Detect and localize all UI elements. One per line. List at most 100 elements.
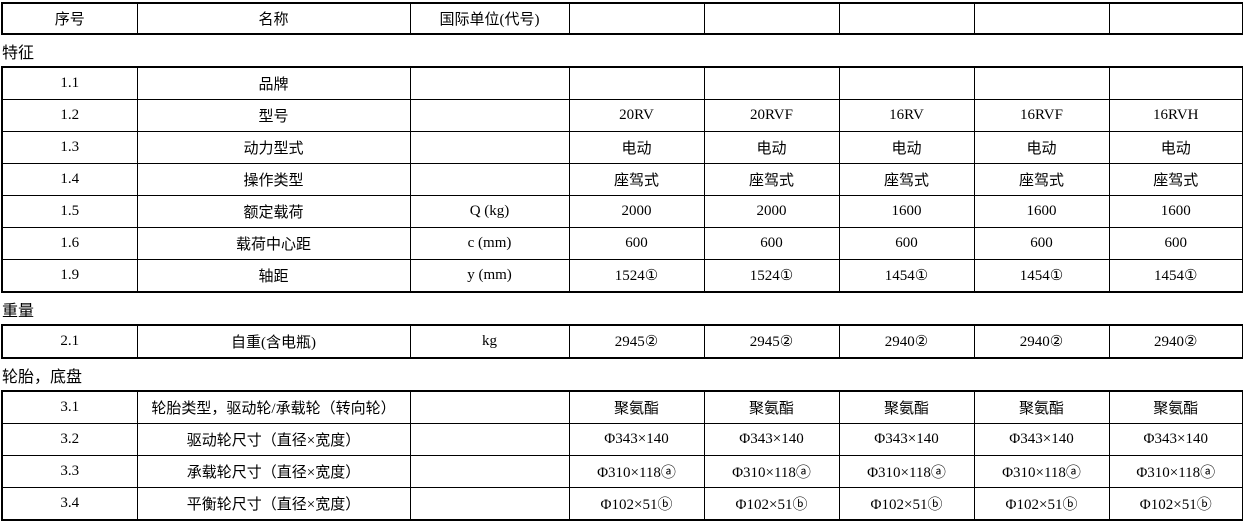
table-row: 2.1 自重(含电瓶) kg 2945② 2945② 2940② 2940② 2940②: [1, 324, 1243, 359]
row-name-cell: 轴距: [136, 259, 411, 293]
row-name-cell: 品牌: [136, 66, 411, 100]
row-unit-cell: [409, 423, 570, 456]
row-no-cell: 2.1: [1, 324, 138, 359]
header-cell-model: [838, 2, 975, 35]
section-label: 重量: [2, 302, 35, 320]
table-row: 1.5 额定载荷 Q (kg) 2000 2000 1600 1600 1600: [1, 195, 1243, 228]
row-no-cell: 1.6: [1, 227, 138, 260]
row-value-cell: [568, 66, 705, 100]
row-value-cell: 2945②: [568, 324, 705, 359]
row-value-cell: 1600: [1108, 195, 1243, 228]
row-unit-cell: [409, 455, 570, 488]
row-unit-cell: [409, 131, 570, 164]
table-row: 1.2 型号 20RV 20RVF 16RV 16RVF 16RVH: [1, 99, 1243, 132]
row-value-cell: 20RV: [568, 99, 705, 132]
row-value-cell: 座驾式: [1108, 163, 1243, 196]
row-value-cell: Φ343×140: [973, 423, 1110, 456]
row-value-cell: Φ343×140: [703, 423, 840, 456]
row-value-cell: 600: [973, 227, 1110, 260]
row-value-cell: Φ310×118ⓐ: [973, 455, 1110, 488]
row-value-cell: Φ310×118ⓐ: [838, 455, 975, 488]
row-unit-cell: [409, 487, 570, 521]
row-value-cell: 600: [703, 227, 840, 260]
row-value-cell: 1454①: [1108, 259, 1243, 293]
row-no-cell: 3.1: [1, 390, 138, 424]
row-unit-cell: [409, 163, 570, 196]
row-value-cell: 20RVF: [703, 99, 840, 132]
row-no-cell: 3.3: [1, 455, 138, 488]
header-cell-name: 名称: [136, 2, 411, 35]
row-value-cell: [838, 66, 975, 100]
row-value-cell: 电动: [973, 131, 1110, 164]
row-value-cell: 电动: [703, 131, 840, 164]
table-row: 3.3 承载轮尺寸（直径×宽度） Φ310×118ⓐ Φ310×118ⓐ Φ310×11…: [1, 455, 1243, 488]
row-value-cell: Φ310×118ⓐ: [703, 455, 840, 488]
table-row: 1.9 轴距 y (mm) 1524① 1524① 1454① 1454① 1454①: [1, 259, 1243, 293]
row-value-cell: 1600: [973, 195, 1110, 228]
row-value-cell: Φ102×51ⓑ: [703, 487, 840, 521]
row-no-cell: 1.4: [1, 163, 138, 196]
row-value-cell: Φ102×51ⓑ: [1108, 487, 1243, 521]
row-value-cell: Φ310×118ⓐ: [568, 455, 705, 488]
section-label: 特征: [2, 44, 35, 62]
table-row: 3.4 平衡轮尺寸（直径×宽度） Φ102×51ⓑ Φ102×51ⓑ Φ102×51ⓑ Φ…: [1, 487, 1243, 521]
row-value-cell: [703, 66, 840, 100]
row-value-cell: 2000: [568, 195, 705, 228]
row-value-cell: 1454①: [973, 259, 1110, 293]
row-value-cell: 600: [568, 227, 705, 260]
row-unit-cell: c (mm): [409, 227, 570, 260]
row-value-cell: 聚氨酯: [973, 390, 1110, 424]
section-table: 1.1 品牌 1.2 型号 20RV 20RVF 16RV 16RVF 16RVH 1.3 动力型式…: [1, 66, 1243, 293]
header-cell-no: 序号: [1, 2, 138, 35]
table-row: 1.6 载荷中心距 c (mm) 600 600 600 600 600: [1, 227, 1243, 260]
row-value-cell: Φ343×140: [1108, 423, 1243, 456]
header-table: 序号 名称 国际单位(代号): [1, 2, 1243, 35]
row-name-cell: 自重(含电瓶): [136, 324, 411, 359]
row-value-cell: 2945②: [703, 324, 840, 359]
sections-container: 特征 1.1 品牌 1.2 型号 20RV 20RVF 16RV 16RVF 16RVH 1.3 动力…: [0, 35, 1243, 521]
row-name-cell: 平衡轮尺寸（直径×宽度）: [136, 487, 411, 521]
table-header-row: 序号 名称 国际单位(代号): [1, 2, 1243, 35]
row-value-cell: 聚氨酯: [568, 390, 705, 424]
row-name-cell: 载荷中心距: [136, 227, 411, 260]
row-name-cell: 动力型式: [136, 131, 411, 164]
row-value-cell: Φ102×51ⓑ: [838, 487, 975, 521]
row-name-cell: 驱动轮尺寸（直径×宽度）: [136, 423, 411, 456]
row-value-cell: 2940②: [973, 324, 1110, 359]
row-value-cell: Φ310×118ⓐ: [1108, 455, 1243, 488]
row-value-cell: 座驾式: [703, 163, 840, 196]
row-value-cell: 1524①: [703, 259, 840, 293]
section-label: 轮胎，底盘: [2, 368, 83, 386]
row-value-cell: 2940②: [1108, 324, 1243, 359]
row-value-cell: Φ343×140: [838, 423, 975, 456]
row-no-cell: 3.2: [1, 423, 138, 456]
row-value-cell: 电动: [1108, 131, 1243, 164]
row-unit-cell: [409, 99, 570, 132]
row-no-cell: 1.1: [1, 66, 138, 100]
row-name-cell: 型号: [136, 99, 411, 132]
row-value-cell: Φ343×140: [568, 423, 705, 456]
row-value-cell: 电动: [568, 131, 705, 164]
row-value-cell: 600: [1108, 227, 1243, 260]
row-value-cell: 座驾式: [838, 163, 975, 196]
row-unit-cell: [409, 390, 570, 424]
row-value-cell: 座驾式: [973, 163, 1110, 196]
row-unit-cell: [409, 66, 570, 100]
row-unit-cell: kg: [409, 324, 570, 359]
row-value-cell: 16RVH: [1108, 99, 1243, 132]
row-no-cell: 1.2: [1, 99, 138, 132]
row-value-cell: [973, 66, 1110, 100]
row-no-cell: 1.9: [1, 259, 138, 293]
row-value-cell: Φ102×51ⓑ: [973, 487, 1110, 521]
header-cell-model: [703, 2, 840, 35]
header-cell-model: [973, 2, 1110, 35]
row-unit-cell: y (mm): [409, 259, 570, 293]
row-value-cell: Φ102×51ⓑ: [568, 487, 705, 521]
table-row: 1.3 动力型式 电动 电动 电动 电动 电动: [1, 131, 1243, 164]
table-row: 3.1 轮胎类型，驱动轮/承载轮（转向轮） 聚氨酯 聚氨酯 聚氨酯 聚氨酯 聚氨酯: [1, 390, 1243, 424]
row-value-cell: [1108, 66, 1243, 100]
row-name-cell: 操作类型: [136, 163, 411, 196]
row-value-cell: 聚氨酯: [838, 390, 975, 424]
row-no-cell: 3.4: [1, 487, 138, 521]
